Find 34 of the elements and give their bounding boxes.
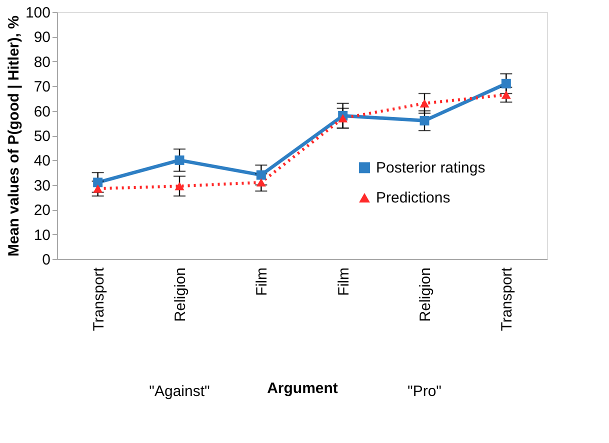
text: "Pro": [408, 383, 442, 400]
x-tick-label: Religion: [172, 268, 189, 322]
x-axis-title: Argument: [267, 380, 338, 398]
y-tick-label: 50: [34, 128, 50, 145]
point: [501, 78, 511, 88]
point: [256, 178, 266, 187]
y-tick-label: 80: [34, 54, 50, 71]
y-tick-label: 0: [42, 252, 50, 268]
y-tick-label: 10: [34, 226, 50, 244]
point: [420, 99, 430, 108]
y-tick-label: 100: [25, 4, 50, 22]
point: [174, 182, 184, 190]
point: [501, 90, 511, 99]
y-tick-label: 30: [34, 177, 50, 194]
y-tick-label: 40: [34, 152, 50, 170]
x-tick-label: Transport: [498, 266, 516, 332]
x-tick-label: Transport: [90, 266, 108, 332]
point: [338, 114, 348, 122]
y-tick-label: 20: [34, 202, 50, 220]
point: [93, 178, 103, 188]
point: [174, 155, 184, 165]
point: [93, 184, 103, 193]
legend-label: Predictions: [376, 190, 450, 207]
x-tick-label: Film: [254, 268, 271, 296]
y-tick-label: 90: [34, 29, 50, 46]
y-axis-title: Mean values of P(good | Hitler), %: [5, 16, 22, 256]
text: "Against": [149, 383, 210, 400]
point: [256, 170, 266, 180]
x-tick-label: Religion: [417, 268, 434, 322]
x-tick-label: Film: [335, 268, 352, 296]
y-tick-label: 60: [34, 103, 50, 120]
y-tick-label: 70: [34, 78, 50, 96]
point: [420, 116, 430, 126]
legend-label: Posterior ratings: [376, 160, 486, 177]
